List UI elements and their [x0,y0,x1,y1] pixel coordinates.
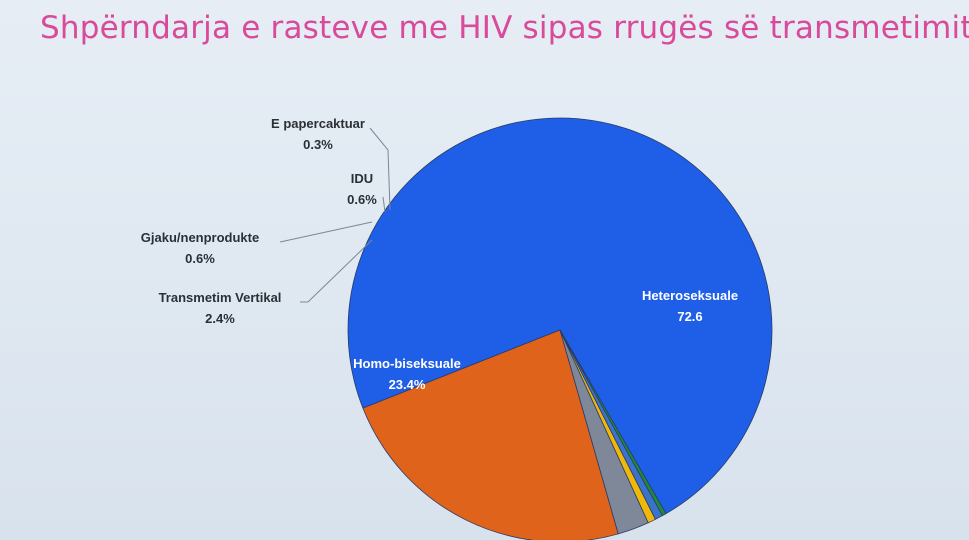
slice-value-transmetim-vertikal: 2.4% [205,311,235,326]
leader-line-idu [382,196,386,213]
pie-slice-homo-biseksuale [362,329,619,540]
slice-label-transmetim-vertikal: Transmetim Vertikal [159,290,282,305]
slice-value-gjaku-nenprodukte: 0.6% [185,251,215,266]
slice-value-heteroseksuale: 72.6 [677,309,702,324]
slice-label-heteroseksuale: Heteroseksuale [642,288,738,303]
leader-line-e-papercaktuar [369,127,391,211]
chart-title: Shpërndarja e rasteve me HIV sipas rrugë… [40,10,969,46]
slice-value-homo-biseksuale: 23.4% [389,377,426,392]
leader-line-transmetim-vertikal [300,239,373,303]
pie-slice-e-papercaktuar [559,329,667,517]
slice-value-e-papercaktuar: 0.3% [303,137,333,152]
slice-label-gjaku-nenprodukte: Gjaku/nenprodukte [141,230,259,245]
slice-label-homo-biseksuale: Homo-biseksuale [353,356,461,371]
slice-label-e-papercaktuar: E papercaktuar [271,116,365,131]
leader-line-gjaku-nenprodukte [279,221,373,243]
slice-label-idu: IDU [351,171,373,186]
pie-slices [347,117,773,540]
slice-value-idu: 0.6% [347,192,377,207]
pie-slice-heteroseksuale [347,117,773,515]
